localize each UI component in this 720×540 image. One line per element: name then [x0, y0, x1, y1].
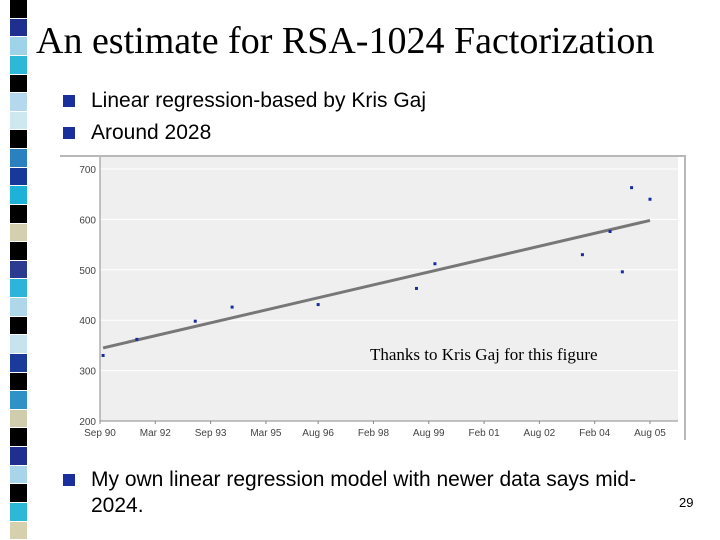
bullet-text: Around 2028 [91, 121, 212, 144]
data-point [608, 229, 612, 233]
x-tick-label: Aug 02 [524, 428, 556, 439]
strip-square [10, 74, 27, 94]
strip-square [10, 37, 27, 56]
strip-square [10, 130, 27, 149]
regression-chart: 200 300 400 500 600 700 Sep 90 Mar 92 Sep 93 Mar … [60, 155, 686, 440]
square-bullet-icon [63, 474, 75, 486]
square-bullet-icon [63, 127, 75, 139]
chart-svg: 200 300 400 500 600 700 Sep 90 Mar 92 Sep 93 Mar … [79, 157, 678, 439]
strip-square [10, 204, 27, 224]
data-point [580, 253, 584, 257]
strip-square [10, 502, 27, 522]
slide-title: An estimate for RSA-1024 Factorization [36, 20, 655, 62]
strip-square [10, 465, 27, 485]
bullet-item-bottom: My own linear regression model with newe… [63, 467, 663, 519]
regression-trend-line [102, 218, 651, 350]
square-bullet-icon [63, 95, 75, 107]
strip-square [10, 55, 27, 75]
strip-square [10, 0, 27, 19]
y-tick-label: 200 [79, 417, 96, 428]
strip-square [10, 316, 27, 336]
strip-square [10, 18, 27, 38]
data-point [630, 186, 634, 190]
strip-square [10, 186, 27, 205]
strip-square [10, 521, 27, 540]
data-point [648, 197, 652, 201]
x-tick-label: Mar 92 [140, 428, 172, 439]
x-tick-label: Sep 90 [84, 428, 116, 439]
data-point [316, 303, 320, 307]
strip-square [10, 484, 27, 503]
y-tick-label: 300 [79, 367, 96, 378]
data-point [135, 337, 139, 341]
x-tick-label: Feb 01 [469, 428, 501, 439]
data-point [101, 353, 105, 357]
decorative-strip [10, 0, 27, 540]
strip-square [10, 242, 27, 261]
strip-square [10, 149, 27, 168]
x-tick-label: Feb 98 [358, 428, 390, 439]
strip-square [10, 111, 27, 131]
strip-square [10, 353, 27, 373]
y-tick-label: 400 [79, 316, 96, 327]
plot-background [100, 157, 678, 421]
bullet-item: Linear regression-based by Kris Gaj [63, 88, 683, 114]
strip-square [10, 372, 27, 392]
data-point [620, 270, 624, 274]
page-number: 29 [679, 495, 694, 510]
strip-square [10, 391, 27, 410]
bullet-text: My own linear regression model with newe… [91, 468, 637, 517]
data-point [414, 286, 418, 290]
strip-square [10, 428, 27, 447]
strip-square [10, 167, 27, 187]
x-tick-label: Aug 96 [302, 428, 334, 439]
x-tick-label: Aug 99 [413, 428, 445, 439]
strip-square [10, 409, 27, 429]
bullet-item: Around 2028 [63, 120, 683, 146]
strip-square [10, 298, 27, 317]
bullet-list: Linear regression-based by Kris Gaj Arou… [63, 88, 683, 152]
x-tick-label: Aug 05 [634, 428, 666, 439]
x-tick-label: Mar 95 [250, 428, 282, 439]
strip-square [10, 260, 27, 280]
x-tick-label: Sep 93 [195, 428, 227, 439]
y-tick-label: 700 [79, 165, 96, 176]
strip-square [10, 279, 27, 298]
data-point [230, 305, 234, 309]
strip-square [10, 93, 27, 112]
strip-square [10, 335, 27, 354]
y-tick-label: 600 [79, 215, 96, 226]
figure-credit: Thanks to Kris Gaj for this figure [370, 345, 598, 364]
data-point [193, 319, 197, 323]
data-point [433, 262, 437, 266]
strip-square [10, 223, 27, 243]
y-tick-label: 500 [79, 266, 96, 277]
strip-square [10, 447, 27, 466]
x-tick-label: Feb 04 [579, 428, 611, 439]
bullet-text: Linear regression-based by Kris Gaj [91, 89, 426, 112]
